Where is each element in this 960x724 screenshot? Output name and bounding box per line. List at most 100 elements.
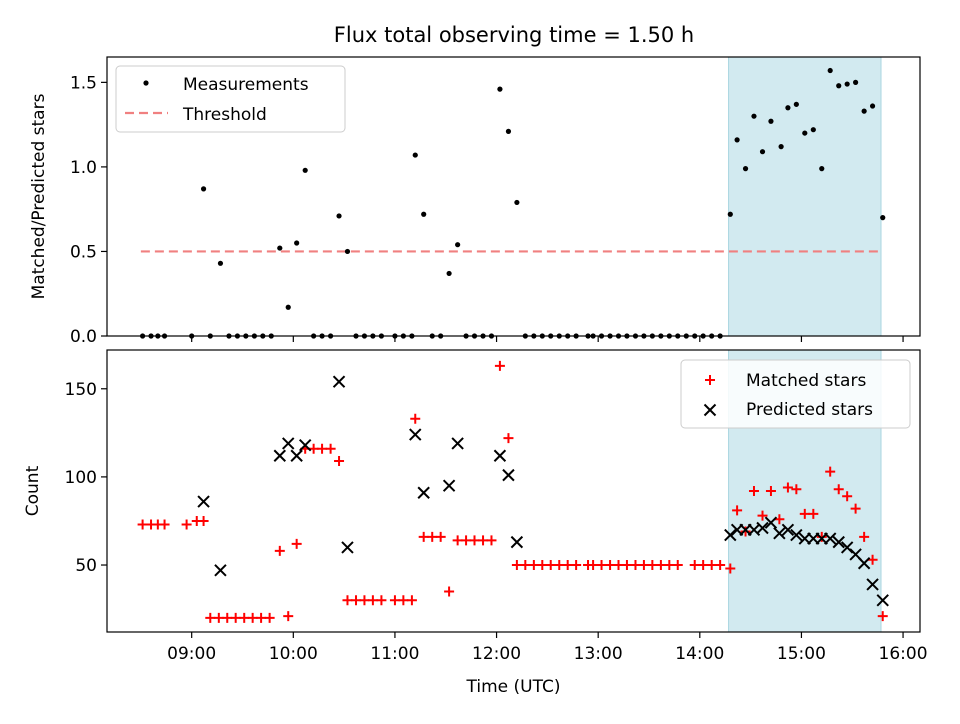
matched-star-point <box>435 531 446 542</box>
measurement-point <box>302 167 308 173</box>
matched-star-point <box>452 535 463 546</box>
matched-star-point <box>621 560 632 571</box>
matched-star-point <box>334 456 345 467</box>
matched-star-point <box>638 560 649 571</box>
measurement-point <box>793 101 799 107</box>
measurement-point <box>217 260 224 266</box>
matched-star-point <box>486 535 497 546</box>
measurement-point <box>880 215 886 221</box>
matched-star-point <box>867 554 878 565</box>
y-axis-label: Count <box>23 465 43 516</box>
predicted-star-point <box>214 564 227 577</box>
measurement-point <box>514 199 520 206</box>
predicted-star-point <box>442 479 456 492</box>
x-tick-label: 12:00 <box>472 644 521 664</box>
x-tick-label: 14:00 <box>675 644 724 664</box>
matched-star-point <box>706 560 717 571</box>
matched-star-point <box>520 560 531 571</box>
measurement-point <box>734 137 740 143</box>
chart-title: Flux total observing time = 1.50 h <box>334 23 694 47</box>
matched-star-point <box>545 560 556 571</box>
bottom-panel-counts: 50 100 150 09:00 10:00 11:00 12:00 13:00 14:00 15… <box>23 349 928 697</box>
matched-star-point <box>410 413 421 424</box>
matched-star-point <box>774 514 785 525</box>
matched-star-point <box>291 538 302 549</box>
matched-star-point <box>588 560 599 571</box>
predicted-star-point <box>290 449 303 462</box>
measurement-point <box>778 144 784 150</box>
matched-star-point <box>205 612 216 623</box>
measurement-point <box>742 166 749 172</box>
predicted-star-point <box>790 528 803 542</box>
y-tick-label: 150 <box>65 380 97 400</box>
legend-measurements-marker <box>143 80 149 86</box>
predicted-star-point <box>332 375 346 388</box>
predicted-star-point <box>756 521 769 535</box>
matched-star-point <box>791 484 802 495</box>
x-axis-label: Time (UTC) <box>466 677 561 697</box>
predicted-star-point <box>451 437 464 450</box>
legend-predicted-marker <box>703 403 717 417</box>
measurement-point <box>759 149 766 155</box>
matched-star-point <box>672 560 683 571</box>
matched-star-point <box>825 466 836 477</box>
y-tick-label: 100 <box>65 468 97 488</box>
matched-star-point <box>478 535 489 546</box>
x-tick-label: 09:00 <box>167 644 216 664</box>
matched-star-point <box>198 515 209 526</box>
x-tick-label: 11:00 <box>370 644 419 664</box>
measurement-point <box>810 127 816 133</box>
predicted-star-point <box>857 557 871 570</box>
matched-star-point <box>554 560 565 571</box>
matched-star-point <box>647 560 658 571</box>
matched-star-point <box>799 508 810 519</box>
matched-star-point <box>782 482 793 493</box>
matched-star-point <box>833 484 844 495</box>
predicted-star-point <box>502 468 515 482</box>
top-panel-ratio: 0.0 0.5 1.0 1.5 Matched/Predicted stars Measu… <box>29 56 921 347</box>
predicted-star-point <box>341 541 354 554</box>
matched-star-point <box>859 531 870 542</box>
matched-star-point <box>562 560 573 571</box>
y-axis-label: Matched/Predicted stars <box>29 93 49 299</box>
measurement-point <box>727 211 733 217</box>
y-tick-label: 1.5 <box>70 73 97 93</box>
legend-threshold-label: Threshold <box>182 105 267 125</box>
legend-matched-label: Matched stars <box>746 371 866 391</box>
matched-star-point <box>748 486 759 496</box>
matched-star-point <box>376 595 387 606</box>
matched-star-point <box>494 360 505 371</box>
matched-star-point <box>698 560 709 571</box>
measurement-point <box>802 130 808 136</box>
matched-star-point <box>461 535 472 546</box>
predicted-star-point <box>876 594 889 607</box>
predicted-star-point <box>510 535 524 549</box>
matched-star-point <box>655 560 666 571</box>
legend-matched-marker <box>705 375 715 385</box>
matched-star-point <box>213 612 224 623</box>
y-tick-label: 0.0 <box>70 327 97 347</box>
matched-star-point <box>503 433 514 444</box>
matched-star-point <box>757 510 768 521</box>
matched-star-point <box>389 595 400 606</box>
matched-star-point <box>181 519 192 530</box>
x-tick-label: 10:00 <box>269 644 318 664</box>
measurement-point <box>751 113 757 119</box>
matched-star-point <box>256 612 267 623</box>
predicted-star-point <box>832 535 845 549</box>
legend-box <box>115 65 346 133</box>
matched-star-point <box>367 595 378 606</box>
matched-star-point <box>596 560 607 571</box>
measurement-point <box>768 118 774 124</box>
matched-star-point <box>283 611 294 622</box>
matched-star-point <box>308 443 319 454</box>
matched-star-point <box>230 612 241 623</box>
matched-star-point <box>613 560 624 571</box>
x-tick-label: 15:00 <box>777 644 826 664</box>
matched-star-point <box>725 563 736 574</box>
matched-star-point <box>850 503 861 514</box>
matched-star-point <box>469 535 480 546</box>
y-tick-label: 0.5 <box>70 242 97 262</box>
matched-star-point <box>351 595 362 606</box>
